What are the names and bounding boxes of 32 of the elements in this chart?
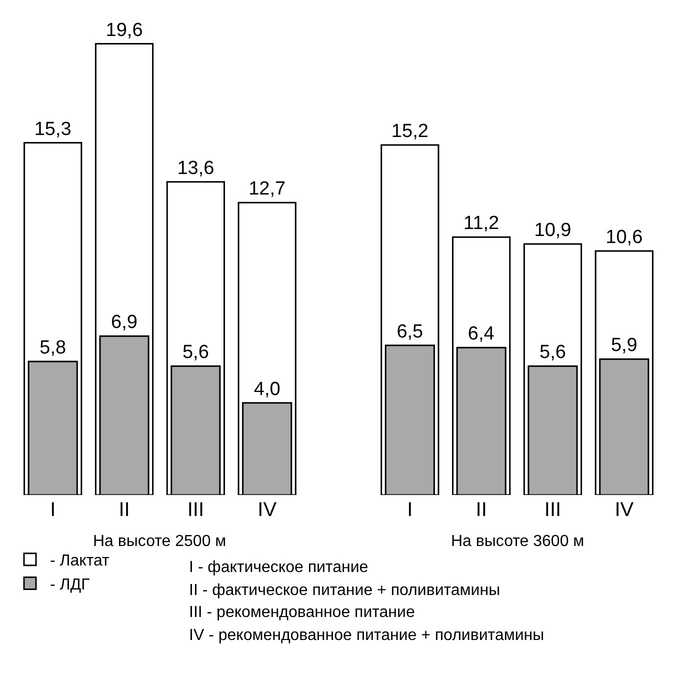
- text: I - фактическое питание: [189, 559, 368, 576]
- data-label: 15,3: [34, 118, 72, 140]
- data-label: 6,9: [111, 312, 138, 334]
- data-label: 11,2: [464, 213, 500, 234]
- data-label: 5,8: [40, 337, 66, 358]
- text: На высоте 2500 м: [93, 533, 226, 550]
- x-tick-label: IV: [614, 499, 634, 521]
- data-label: 6,4: [468, 324, 495, 345]
- x-tick-label: III: [544, 499, 562, 521]
- data-label: 5,9: [610, 335, 638, 356]
- data-label: 5,6: [182, 342, 209, 364]
- data-label: 6,5: [396, 321, 424, 342]
- x-tick-label: I: [50, 499, 56, 521]
- text: III - рекомендованное питание: [189, 604, 415, 621]
- data-label: 10,6: [606, 226, 643, 248]
- data-label: 10,9: [534, 220, 572, 242]
- x-tick-label: III: [187, 499, 204, 521]
- x-tick-label: II: [118, 499, 130, 521]
- data-label: 19,6: [106, 20, 143, 41]
- text: II - фактическое питание + поливитамины: [189, 582, 500, 599]
- x-tick-label: IV: [258, 499, 278, 521]
- data-label: 13,6: [177, 158, 214, 179]
- legend-label: - ЛДГ: [50, 576, 90, 594]
- data-label: 4,0: [254, 378, 280, 400]
- text: На высоте 3600 м: [451, 533, 584, 550]
- data-label: 12,7: [248, 178, 286, 200]
- x-tick-label: II: [476, 499, 487, 521]
- data-label: 15,2: [391, 121, 428, 142]
- text: IV - рекомендованное питание + поливитамины: [189, 627, 544, 644]
- data-label: 5,6: [540, 342, 566, 364]
- x-tick-label: I: [407, 499, 413, 521]
- legend-label: - Лактат: [50, 552, 110, 570]
